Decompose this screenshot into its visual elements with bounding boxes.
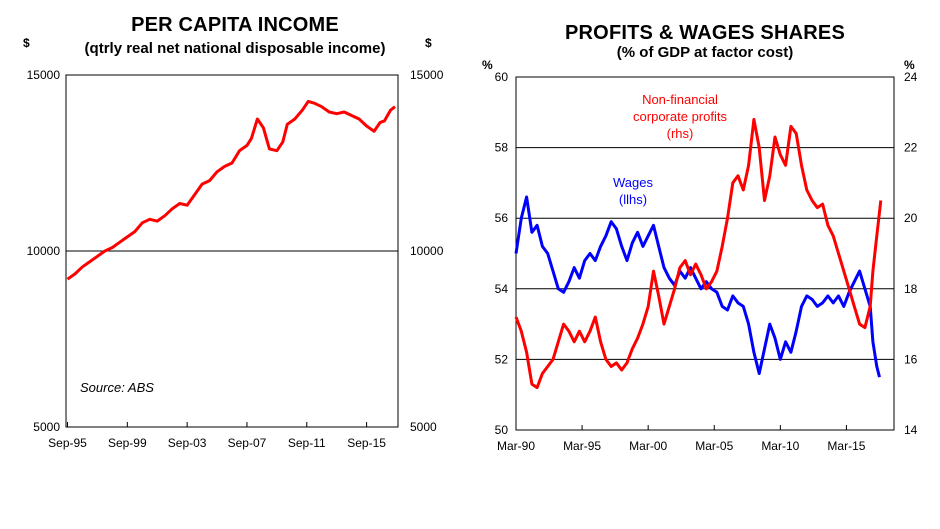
- y-tick-label-right: 10000: [410, 244, 444, 258]
- source-note: Source: ABS: [80, 380, 154, 395]
- x-tick-label: Sep-95: [48, 436, 87, 450]
- y-tick-label-left: 15000: [27, 68, 61, 82]
- annotation-wages: (llhs): [619, 192, 647, 207]
- chart-title: PROFITS & WAGES SHARES: [565, 22, 845, 44]
- y-tick-label-left: 50: [495, 423, 509, 437]
- y-tick-label-left: 58: [495, 141, 509, 155]
- x-tick-label: Sep-99: [108, 436, 147, 450]
- annotation-profits: Non-financial: [642, 92, 718, 107]
- series-line-profits: [514, 117, 883, 390]
- y-tick-label-left: 56: [495, 211, 509, 225]
- y-tick-label-left: 52: [495, 352, 509, 366]
- x-tick-label: Sep-11: [288, 436, 326, 450]
- x-tick-label: Mar-15: [827, 439, 865, 453]
- y-unit-right: $: [425, 36, 432, 50]
- y-tick-label-right: 22: [904, 141, 918, 155]
- y-tick-label-right: 18: [904, 282, 918, 296]
- chart-subtitle: (qtrly real net national disposable inco…: [84, 40, 386, 57]
- annotation-profits: corporate profits: [633, 109, 727, 124]
- y-tick-label-left: 5000: [33, 420, 60, 434]
- x-tick-label: Sep-03: [168, 436, 207, 450]
- y-tick-label-left: 54: [495, 282, 509, 296]
- x-tick-label: Sep-15: [347, 436, 386, 450]
- chart-title: PER CAPITA INCOME: [131, 14, 339, 36]
- x-tick-label: Mar-90: [497, 439, 535, 453]
- y-tick-label-right: 14: [904, 423, 918, 437]
- y-unit-right: %: [904, 58, 915, 72]
- x-tick-label: Mar-10: [761, 439, 799, 453]
- annotation-profits: (rhs): [667, 126, 694, 141]
- chart-subtitle: (% of GDP at factor cost): [616, 44, 794, 61]
- y-tick-label-right: 24: [904, 70, 918, 84]
- x-tick-label: Mar-95: [563, 439, 601, 453]
- y-tick-label-right: 5000: [410, 420, 437, 434]
- x-tick-label: Mar-00: [629, 439, 667, 453]
- y-tick-label-right: 20: [904, 211, 918, 225]
- plot-area-left: 15000 15000 10000 10000 5000 5000 Sep-95 Sep-99…: [27, 68, 444, 450]
- x-tick-label: Sep-07: [228, 436, 267, 450]
- series-line-per-capita-income: [66, 99, 396, 281]
- y-tick-label-left: 10000: [27, 244, 61, 258]
- annotation-wages: Wages: [613, 175, 653, 190]
- y-tick-label-right: 15000: [410, 68, 444, 82]
- y-unit-left: %: [482, 58, 493, 72]
- plot-area-right: 60 58 56 54 52 50 24 22 20 18 16 14 Mar-90 Mar-95 Mar-…: [495, 70, 918, 453]
- y-tick-label-left: 60: [495, 70, 509, 84]
- y-tick-label-right: 16: [904, 352, 918, 366]
- y-unit-left: $: [23, 36, 30, 50]
- x-tick-label: Mar-05: [695, 439, 733, 453]
- series-line-wages: [514, 195, 881, 378]
- chart-per-capita-income: PER CAPITA INCOME (qtrly real net nation…: [23, 14, 444, 450]
- chart-profits-wages-shares: PROFITS & WAGES SHARES (% of GDP at fact…: [470, 0, 940, 529]
